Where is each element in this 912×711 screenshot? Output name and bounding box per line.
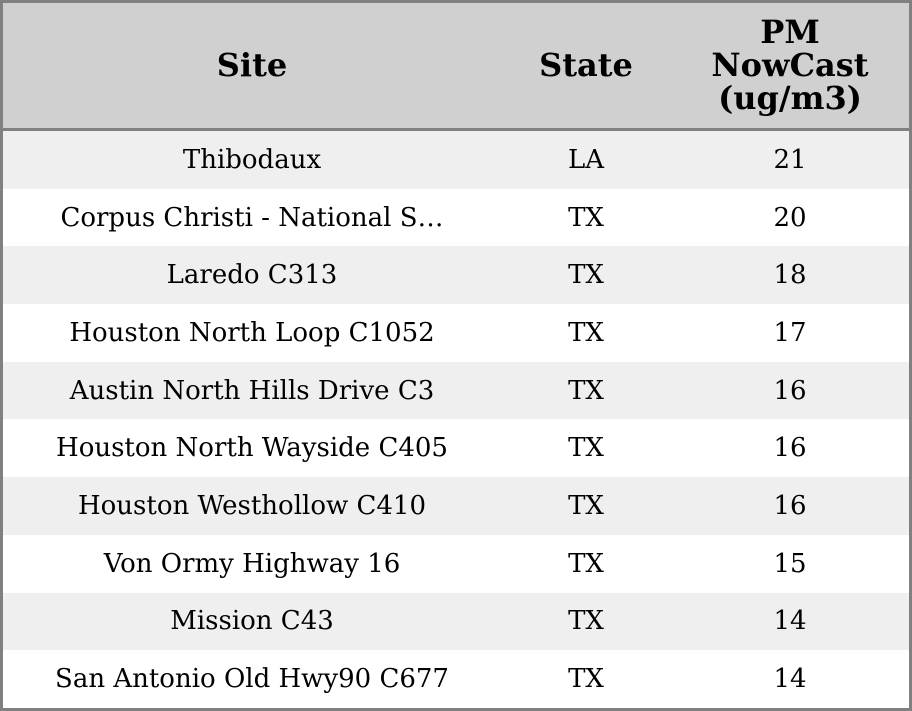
table-cell: TX [568, 606, 604, 637]
table-cell: 14 [773, 664, 807, 695]
table-row: Houston North Wayside C405 TX 16 [3, 419, 909, 477]
table-cell: Houston North Loop C1052 [69, 317, 435, 348]
table-cell: 20 [773, 202, 807, 233]
table-cell: Houston Westhollow C410 [77, 490, 427, 521]
table-cell: TX [568, 433, 604, 464]
table-cell: 15 [773, 548, 807, 579]
table-cell: 16 [773, 375, 807, 406]
table-row: San Antonio Old Hwy90 C677 TX 14 [3, 650, 909, 708]
table-cell: TX [568, 490, 604, 521]
table-row: Austin North Hills Drive C3 TX 16 [3, 361, 909, 420]
header-text: PM NowCast (ug/m3) [711, 13, 869, 117]
table-cell: TX [568, 548, 604, 579]
table-row: Von Ormy Highway 16 TX 15 [3, 535, 909, 593]
table-row: Houston Westhollow C410 TX 16 [3, 477, 909, 535]
table-cell: Mission C43 [170, 606, 334, 637]
header-text: Site [216, 46, 288, 84]
table-cell: Von Ormy Highway 16 [103, 548, 401, 579]
table-cell: Houston North Wayside C405 [56, 433, 448, 464]
table-cell: TX [568, 664, 604, 695]
table-cell: TX [568, 375, 604, 406]
table-cell: San Antonio Old Hwy90 C677 [55, 664, 449, 695]
table-row: Thibodaux LA 21 [3, 131, 909, 189]
header-row: Site State PM NowCast (ug/m3) [3, 3, 909, 131]
header-cell: State [501, 3, 671, 128]
table-cell: TX [568, 260, 604, 291]
table-row: Houston North Loop C1052 TX 17 [3, 304, 909, 362]
header-cell: Site [3, 3, 501, 128]
header-cell: PM NowCast (ug/m3) [671, 3, 909, 128]
table-cell: TX [568, 317, 604, 348]
table-cell: 21 [773, 144, 807, 175]
table-cell: LA [567, 144, 605, 175]
table-cell: Laredo C313 [166, 260, 338, 291]
table-cell: 18 [773, 260, 807, 291]
table-row: Mission C43 TX 14 [3, 592, 909, 651]
table-cell: Thibodaux [182, 144, 322, 175]
table-cell: 14 [773, 606, 807, 637]
table-cell: TX [568, 202, 604, 233]
header-text: State [539, 46, 633, 84]
table-row: Laredo C313 TX 18 [3, 246, 909, 305]
table-cell: 16 [773, 433, 807, 464]
table-row: Corpus Christi - National S… TX 20 [3, 189, 909, 247]
table-cell: Corpus Christi - National S… [60, 202, 444, 233]
table-cell: 17 [773, 317, 807, 348]
table-cell: Austin North Hills Drive C3 [69, 375, 435, 406]
table-cell: 16 [773, 490, 807, 521]
